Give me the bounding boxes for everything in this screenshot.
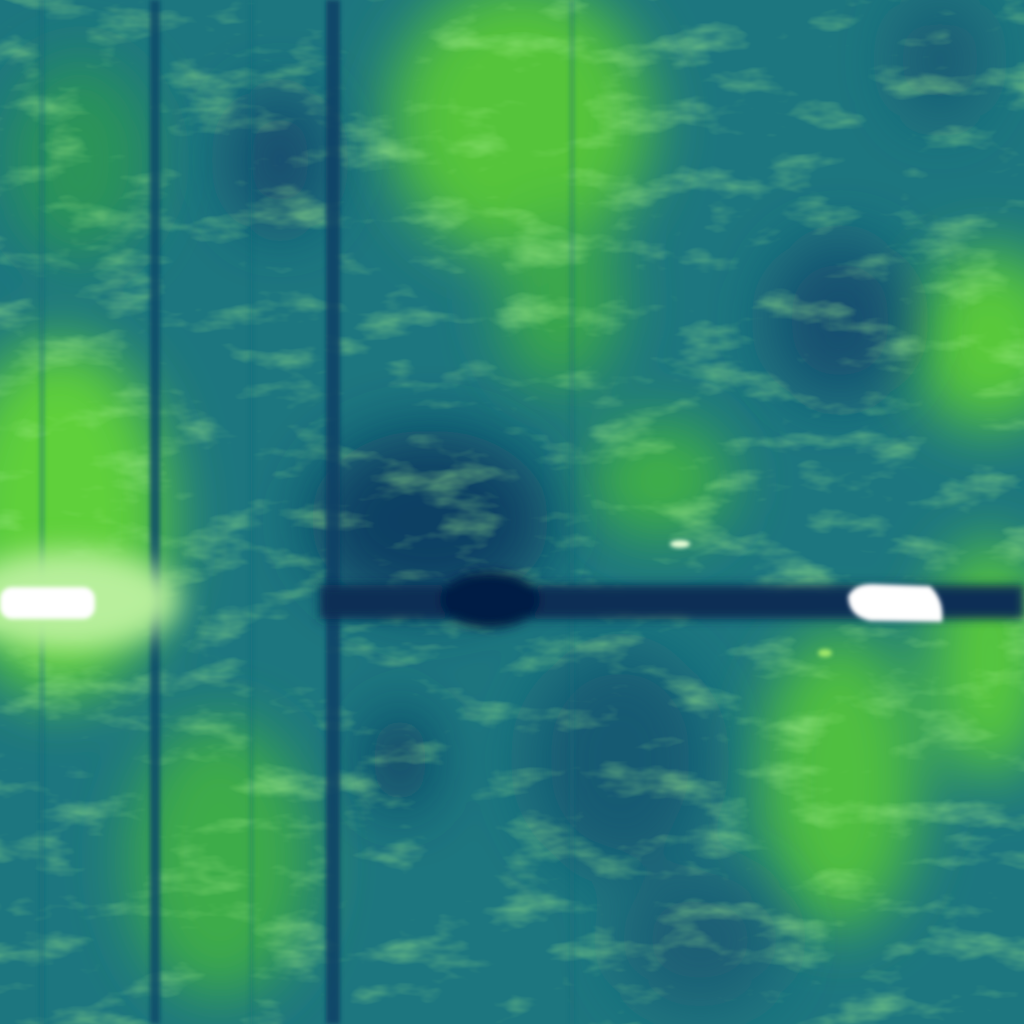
vertical-streaks	[40, 0, 574, 1024]
saturated-spots	[0, 540, 943, 657]
